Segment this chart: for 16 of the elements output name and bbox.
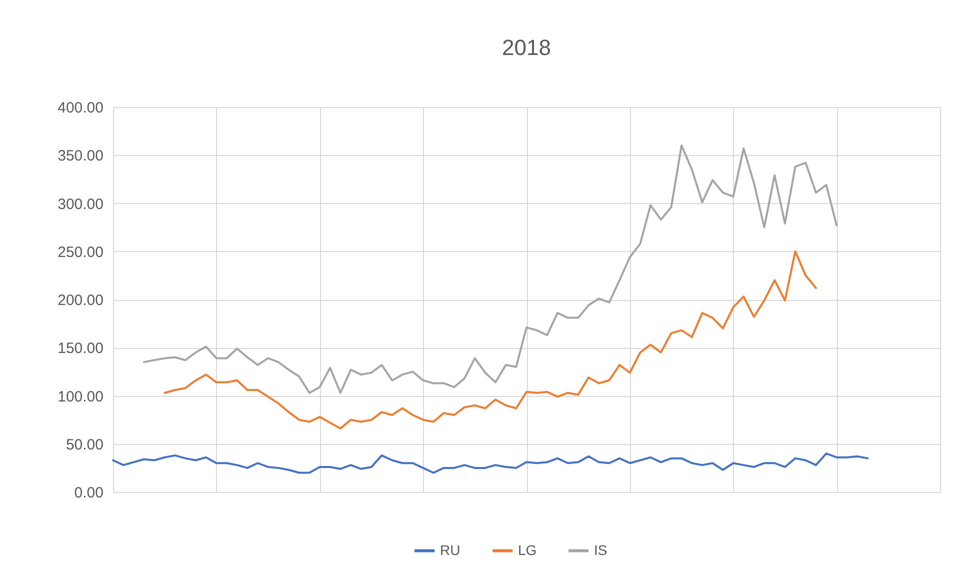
y-tick-label: 50.00	[66, 436, 104, 454]
line-series	[143, 144, 838, 394]
y-tick-label: 0.00	[74, 484, 104, 502]
y-tick-label: 150.00	[58, 340, 104, 358]
chart-title: 2018	[502, 35, 551, 60]
legend-label: LG	[518, 542, 537, 558]
y-tick-label: 300.00	[58, 196, 104, 213]
y-tick-label: 350.00	[58, 148, 104, 165]
y-tick-label: 100.00	[58, 388, 104, 406]
legend-label: IS	[594, 542, 608, 558]
y-tick-label: 200.00	[58, 292, 104, 309]
y-tick-label: 250.00	[58, 244, 104, 261]
line-series	[112, 452, 869, 474]
legend-label: RU	[440, 542, 460, 558]
line-series	[164, 250, 817, 430]
y-tick-label: 400.00	[58, 100, 104, 116]
